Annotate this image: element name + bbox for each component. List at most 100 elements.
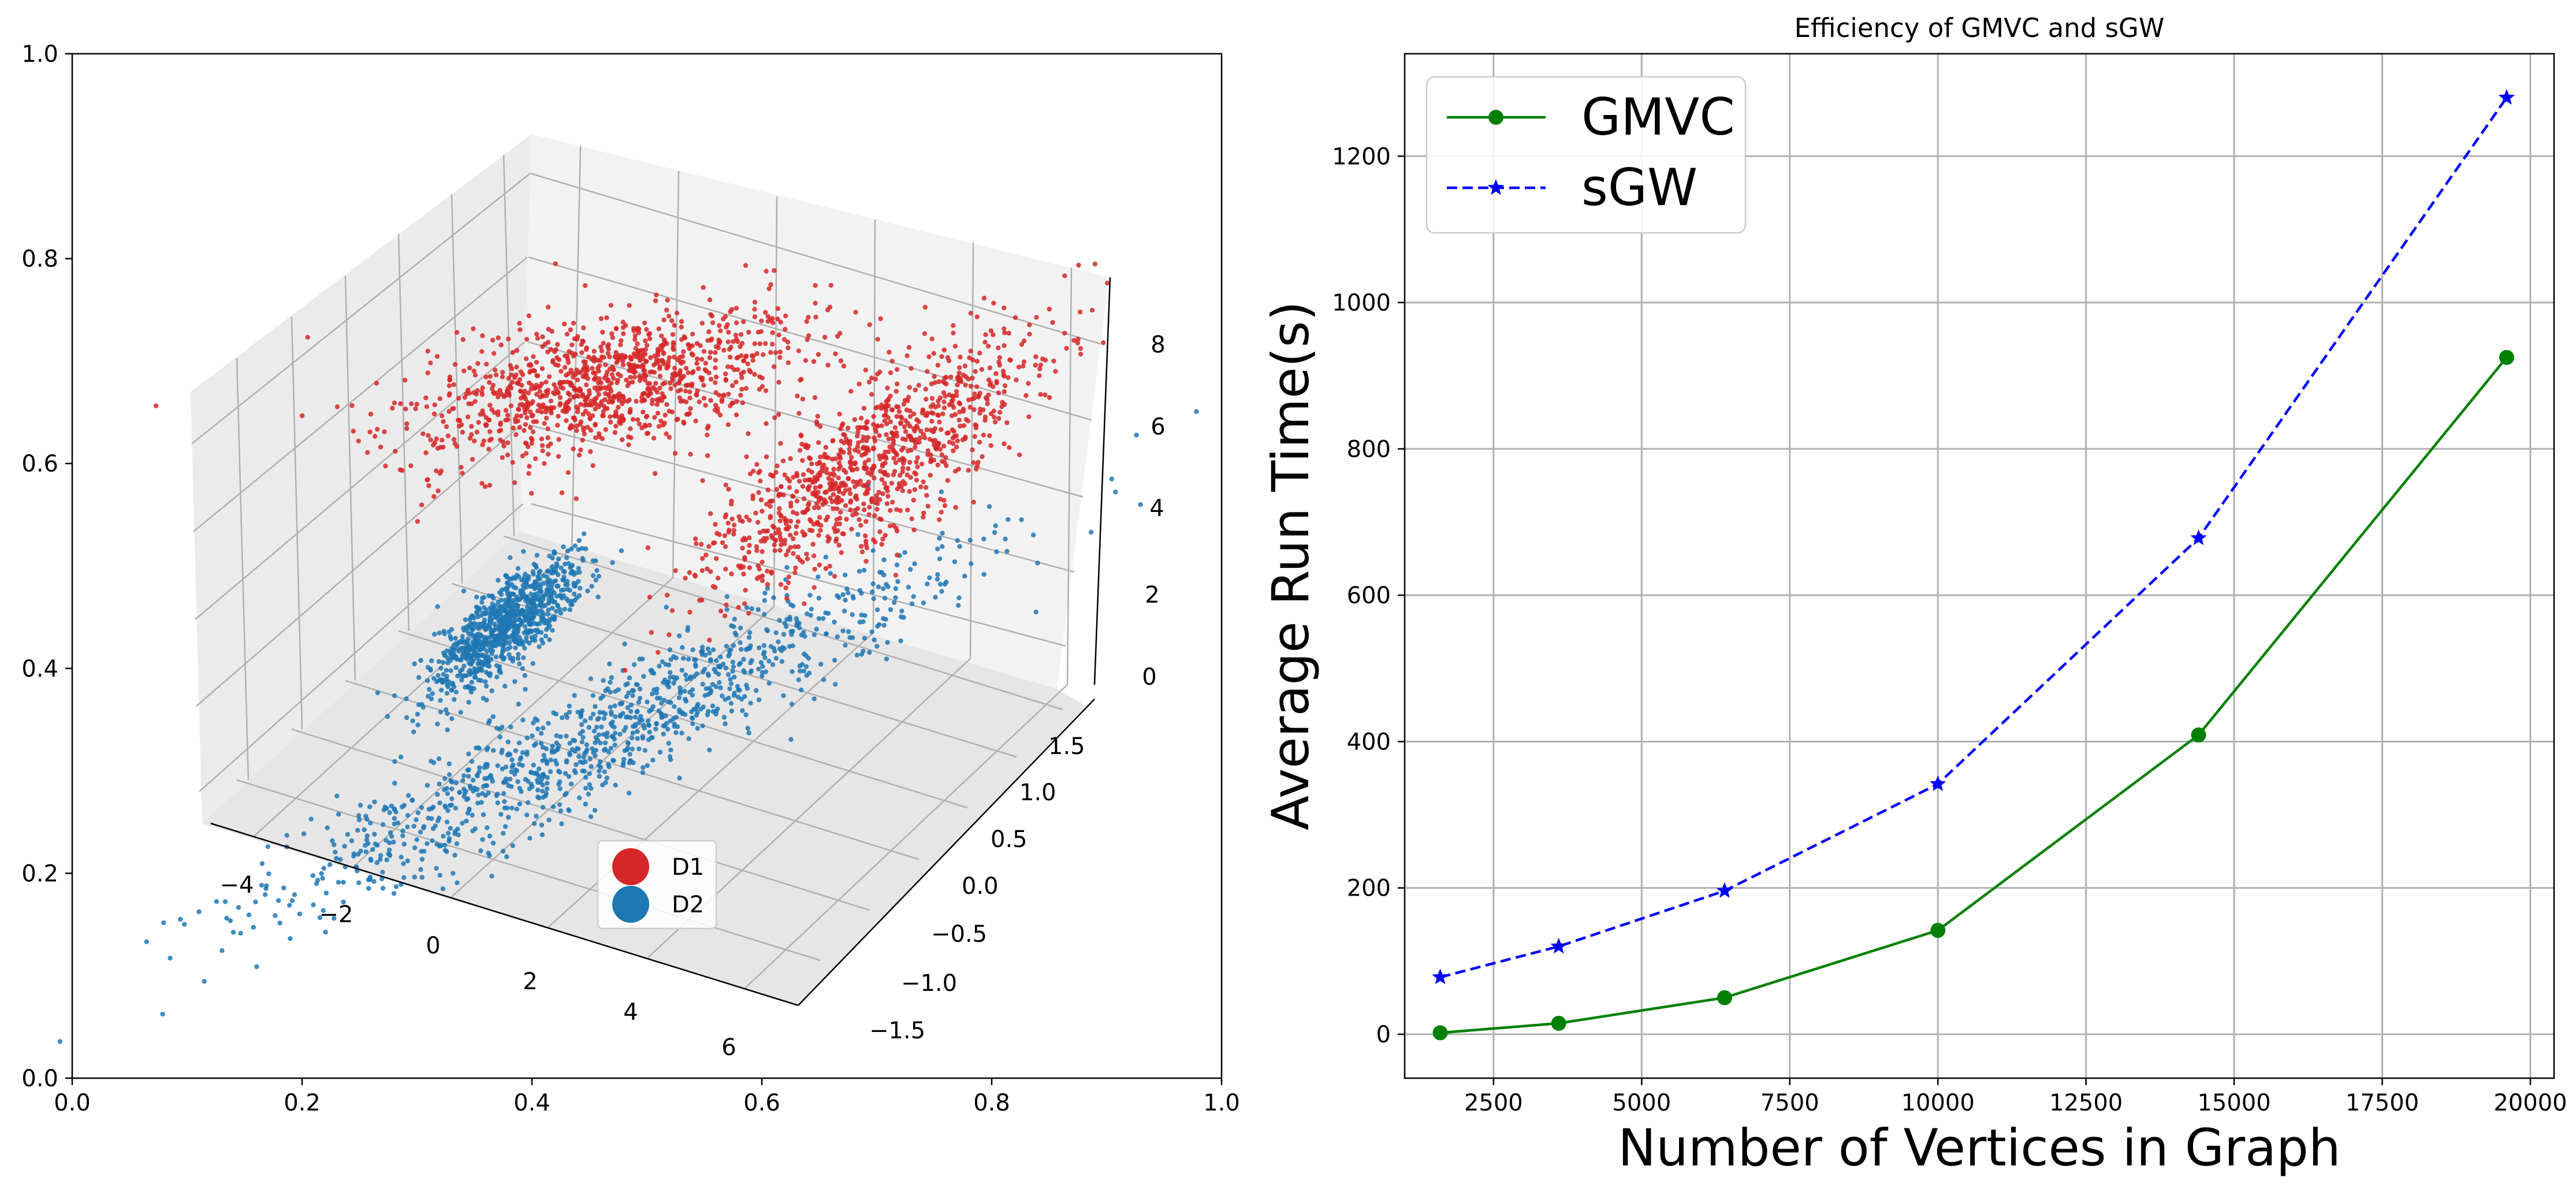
series-d1-point: [606, 383, 612, 389]
series-d2-point: [435, 818, 441, 823]
series-d1-point: [611, 367, 616, 373]
series-d1-point: [909, 516, 914, 521]
series-d2-point: [569, 563, 575, 568]
series-d1-point: [460, 470, 465, 476]
series-d1-point: [665, 298, 670, 303]
series-d2-point: [597, 768, 602, 774]
series-d2-point: [637, 686, 643, 692]
series-d1-point: [465, 414, 471, 419]
series-d1-point: [553, 386, 559, 391]
series-d1-point: [599, 399, 605, 404]
series-d2-point: [732, 690, 737, 696]
series-d1-point: [925, 448, 931, 454]
series-d1-point: [480, 385, 485, 391]
series-d1-point: [931, 428, 936, 434]
series-d1-point: [524, 415, 530, 421]
series-d2-point: [942, 581, 948, 587]
series-d1-point: [699, 321, 705, 326]
series-d2-point: [523, 686, 528, 692]
series-d2-point: [788, 737, 794, 742]
series-d1-point: [863, 367, 869, 373]
series-d2-point: [710, 682, 716, 687]
series-d1-point: [764, 502, 769, 507]
series-d1-point: [542, 461, 547, 466]
series-d1-point: [652, 353, 657, 359]
series-d2-point: [534, 552, 539, 558]
series-d2-point: [485, 663, 490, 669]
series-d1-point: [817, 424, 823, 429]
series-d1-point: [753, 510, 758, 516]
series-d2-point: [546, 625, 551, 630]
series-d1-point: [988, 328, 994, 333]
series-d1-point: [511, 425, 516, 430]
series-d1-point: [1006, 375, 1011, 380]
series-d1-point: [496, 412, 501, 417]
series-d2-point: [455, 880, 460, 886]
series-d2-point: [449, 796, 455, 801]
series-d2-point: [531, 762, 536, 768]
series-d1-point: [854, 511, 859, 517]
series-d2-point: [487, 718, 492, 723]
series-d2-point: [563, 771, 568, 776]
series-d2-point: [601, 716, 607, 721]
series-d2-point: [686, 656, 691, 662]
series-d2-point: [393, 884, 399, 889]
series-d1-point: [752, 341, 757, 346]
series-d2-point: [552, 614, 557, 619]
series-d2-point: [597, 774, 602, 779]
series-d2-point: [617, 731, 623, 737]
series-d2-point: [550, 627, 555, 633]
series-d2-point: [756, 697, 762, 703]
series-d2-point: [739, 696, 744, 702]
series-d1-point: [1014, 377, 1019, 383]
series-d2-point: [480, 596, 485, 601]
series-d2-point: [531, 610, 537, 615]
series-d1-point: [583, 398, 588, 403]
series-d1-point: [535, 408, 541, 414]
series-d1-point: [967, 404, 973, 410]
series-d2-point: [895, 579, 900, 584]
series-d1-point: [367, 429, 373, 435]
series-d2-point: [885, 640, 890, 645]
series-d1-point: [581, 359, 586, 365]
series-d1-point: [503, 408, 509, 413]
series-d1-point: [646, 392, 652, 398]
series-d2-point: [501, 615, 506, 621]
series-d1-point: [661, 317, 667, 322]
series-d1-point: [534, 419, 539, 424]
series-d2-point: [494, 726, 500, 731]
series-d1-point: [800, 458, 805, 463]
x-axis-3d-line: [210, 822, 799, 1007]
series-d1-point: [382, 429, 387, 435]
series-d1-point: [937, 419, 942, 425]
series-d1-point: [778, 513, 784, 518]
series-d2-point: [668, 675, 673, 680]
series-d1-point: [602, 385, 607, 391]
series-d2-point: [714, 658, 719, 663]
series-d1-point: [745, 361, 750, 366]
series-d1-point: [1038, 362, 1043, 367]
series-d2-point: [522, 618, 527, 623]
series-d2-point: [474, 595, 479, 600]
series-d1-point: [481, 438, 486, 444]
series-d2-point: [527, 640, 532, 646]
series-d1-point: [661, 337, 667, 343]
series-d2-point: [489, 610, 494, 616]
series-d2-point: [727, 686, 732, 692]
series-d2-point: [706, 709, 711, 714]
series-d1-point: [770, 473, 776, 478]
series-d1-point: [487, 403, 493, 408]
series-d2-point: [748, 700, 753, 706]
series-d1-point: [957, 409, 962, 415]
series-d2-point: [433, 823, 438, 829]
series-d1-point: [564, 332, 570, 337]
series-d2-point: [459, 640, 464, 645]
series-d1-point: [545, 435, 550, 440]
series-d1-point: [936, 403, 941, 409]
series-d1-point: [765, 319, 770, 324]
series-d1-point: [690, 332, 695, 337]
series-d2-point: [516, 574, 522, 580]
series-d2-point: [637, 696, 643, 701]
series-d1-point: [356, 439, 361, 444]
series-d1-point: [643, 372, 648, 378]
